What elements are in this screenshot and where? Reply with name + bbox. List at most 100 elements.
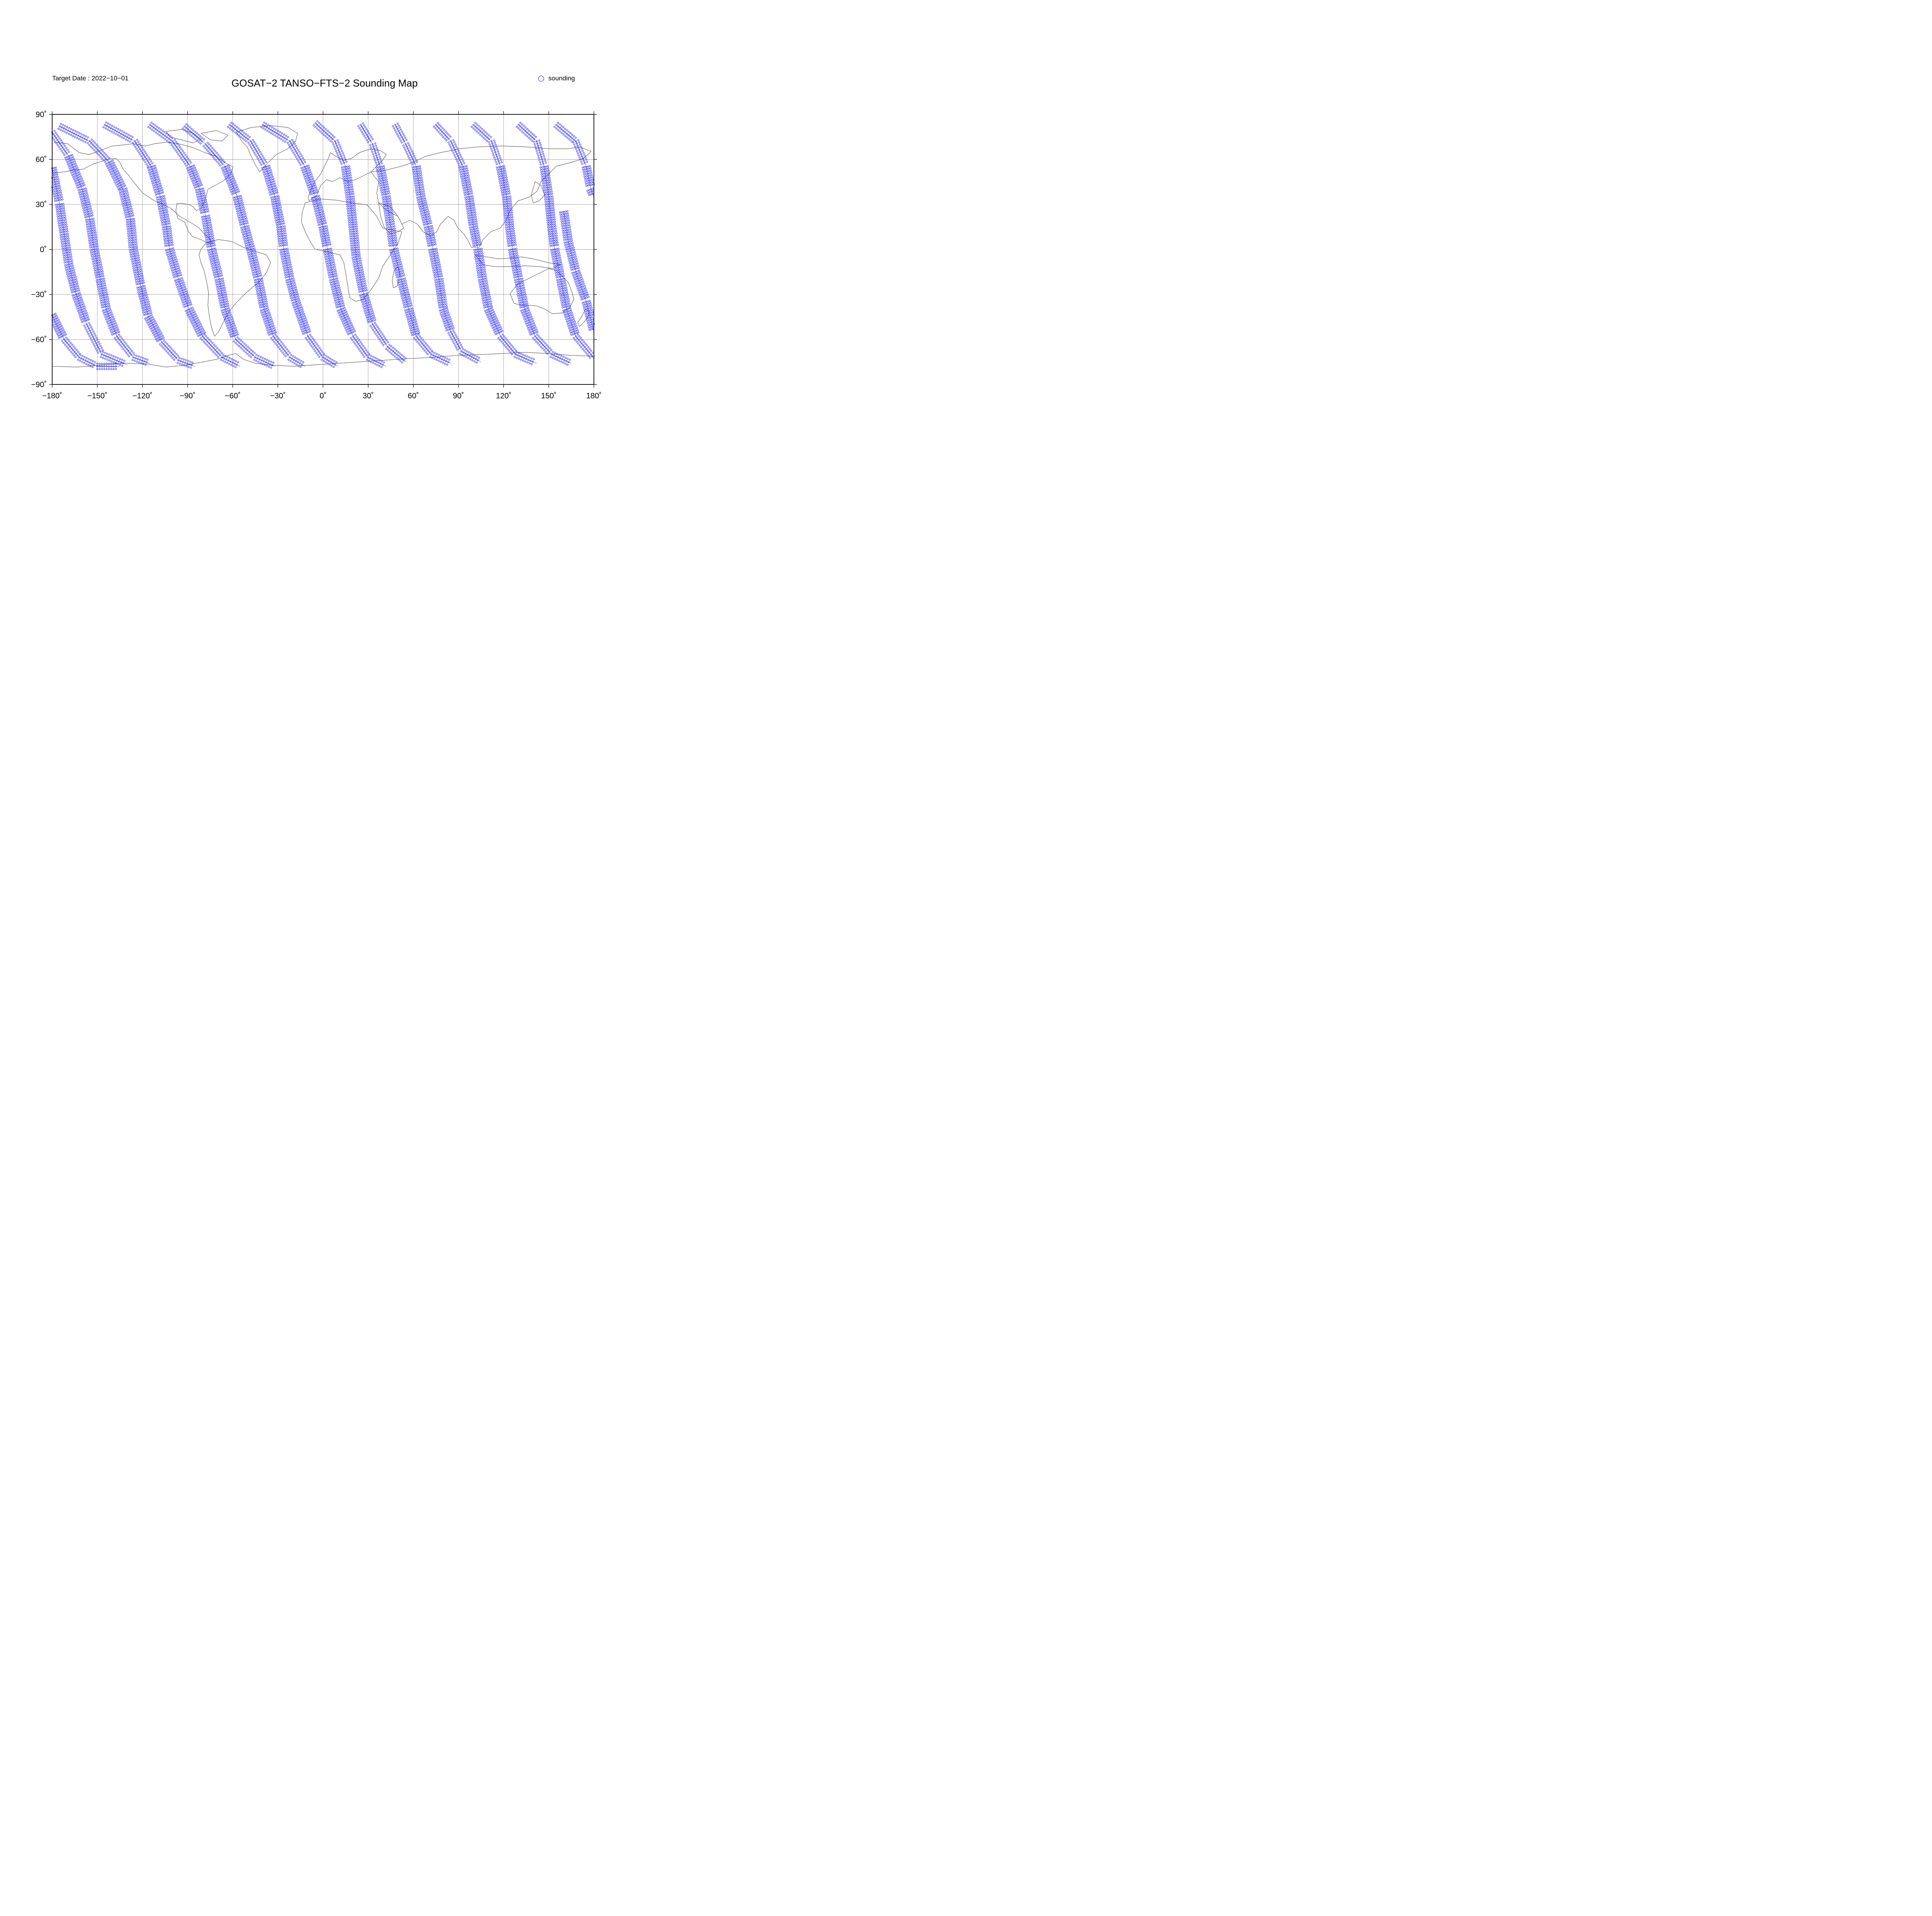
sounding-point (255, 284, 257, 286)
sounding-point (395, 255, 396, 257)
track-connector (258, 279, 265, 309)
sounding-point (156, 340, 158, 342)
sounding-point (251, 245, 253, 248)
sounding-point (187, 158, 189, 160)
sounding-point (87, 333, 90, 335)
sounding-point (89, 330, 91, 332)
sounding-point (111, 358, 114, 360)
sounding-point (111, 131, 113, 133)
sounding-point (272, 133, 274, 136)
sounding-point (64, 216, 66, 219)
sounding-point (180, 285, 182, 287)
sounding-point (339, 305, 342, 308)
sounding-point (289, 356, 291, 359)
sounding-point (366, 139, 368, 141)
sounding-point (321, 208, 323, 211)
sounding-point (291, 302, 294, 304)
sounding-point (138, 296, 141, 298)
sounding-point (320, 211, 322, 213)
sounding-point (160, 128, 162, 131)
sounding-point (310, 171, 312, 173)
sounding-point (366, 309, 368, 311)
sounding-point (150, 171, 152, 173)
sounding-point (133, 220, 136, 223)
sounding-point (65, 235, 68, 238)
sounding-point (358, 272, 361, 274)
sounding-point (343, 182, 345, 185)
sounding-point (153, 318, 155, 320)
sounding-point (90, 359, 92, 361)
sounding-point (148, 162, 150, 164)
sounding-point (80, 306, 82, 309)
sounding-point (195, 326, 197, 328)
sounding-point (333, 290, 336, 292)
track-connector (68, 156, 83, 190)
sounding-point (60, 336, 62, 338)
sounding-point (301, 155, 303, 157)
sounding-point (224, 316, 227, 318)
sounding-point (196, 325, 199, 327)
sounding-point (174, 352, 176, 354)
sounding-point (394, 262, 396, 264)
sounding-point (248, 234, 250, 236)
sounding-point (269, 326, 271, 328)
sounding-point (167, 348, 169, 350)
sounding-point (218, 261, 220, 263)
sounding-point (330, 365, 333, 367)
sounding-point (398, 271, 400, 273)
sounding-point (352, 188, 354, 190)
sounding-point (283, 258, 285, 260)
sounding-point (355, 336, 358, 338)
sounding-point (266, 130, 269, 132)
sounding-point (262, 169, 264, 171)
sounding-point (168, 260, 170, 263)
sounding-point (307, 180, 309, 182)
sounding-point (134, 234, 137, 236)
sounding-point (230, 191, 232, 193)
sounding-point (284, 272, 286, 274)
sounding-point (363, 130, 366, 132)
sounding-point (90, 253, 93, 256)
sounding-point (240, 216, 242, 219)
sounding-point (302, 172, 304, 173)
sounding-point (383, 165, 385, 167)
sounding-point (61, 245, 63, 248)
sounding-point (270, 328, 272, 330)
sounding-point (158, 190, 160, 192)
sounding-point (357, 255, 359, 258)
sounding-point (152, 321, 155, 323)
sounding-point (134, 267, 136, 269)
sounding-point (324, 218, 326, 219)
sounding-point (287, 262, 289, 264)
sounding-point (143, 148, 145, 151)
sounding-point (252, 272, 254, 274)
sounding-point (206, 211, 207, 213)
sounding-point (263, 298, 265, 301)
sounding-point (95, 245, 97, 248)
sounding-point (127, 233, 129, 235)
sounding-point (135, 241, 138, 243)
sounding-point (244, 235, 247, 238)
sounding-point (306, 172, 308, 175)
sounding-point (80, 133, 83, 135)
sounding-point (260, 272, 262, 274)
sounding-point (212, 156, 214, 158)
sounding-point (290, 273, 292, 275)
sounding-point (388, 190, 390, 192)
sounding-point (103, 156, 105, 158)
sounding-point (56, 190, 58, 192)
sounding-point (219, 273, 221, 275)
sounding-point (97, 145, 99, 148)
track-connector (263, 124, 290, 142)
sounding-point (82, 318, 84, 320)
sounding-point (144, 161, 146, 163)
sounding-point (148, 326, 151, 328)
sounding-point (60, 203, 63, 205)
sounding-point (312, 201, 314, 203)
sounding-point (283, 345, 285, 347)
sounding-point (320, 216, 322, 218)
sounding-point (121, 136, 123, 138)
sounding-point (278, 242, 281, 245)
sounding-point (194, 138, 196, 140)
sounding-point (253, 252, 255, 255)
